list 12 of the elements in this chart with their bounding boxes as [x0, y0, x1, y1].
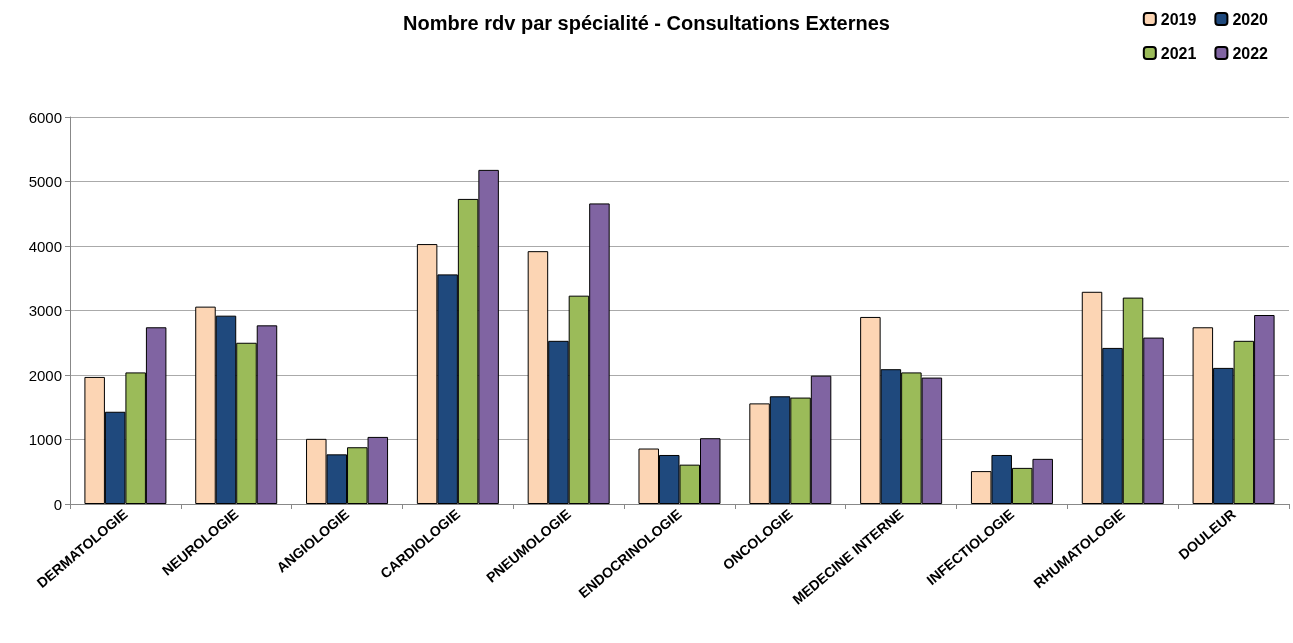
legend-label: 2022	[1232, 44, 1269, 62]
legend-label: 2020	[1232, 10, 1269, 28]
legend-label: 2021	[1160, 44, 1197, 62]
y-tick-label: 3000	[28, 302, 62, 319]
chart-title: Nombre rdv par spécialité - Consultations Externes	[403, 12, 890, 34]
y-tick-label: 6000	[28, 108, 62, 126]
y-tick-label: 0	[53, 495, 62, 513]
y-tick-label: 4000	[28, 237, 62, 255]
y-tick-label: 5000	[28, 173, 62, 190]
legend-label: 2019	[1160, 10, 1197, 28]
y-tick-label: 2000	[28, 366, 62, 384]
y-tick-label: 1000	[28, 431, 62, 448]
